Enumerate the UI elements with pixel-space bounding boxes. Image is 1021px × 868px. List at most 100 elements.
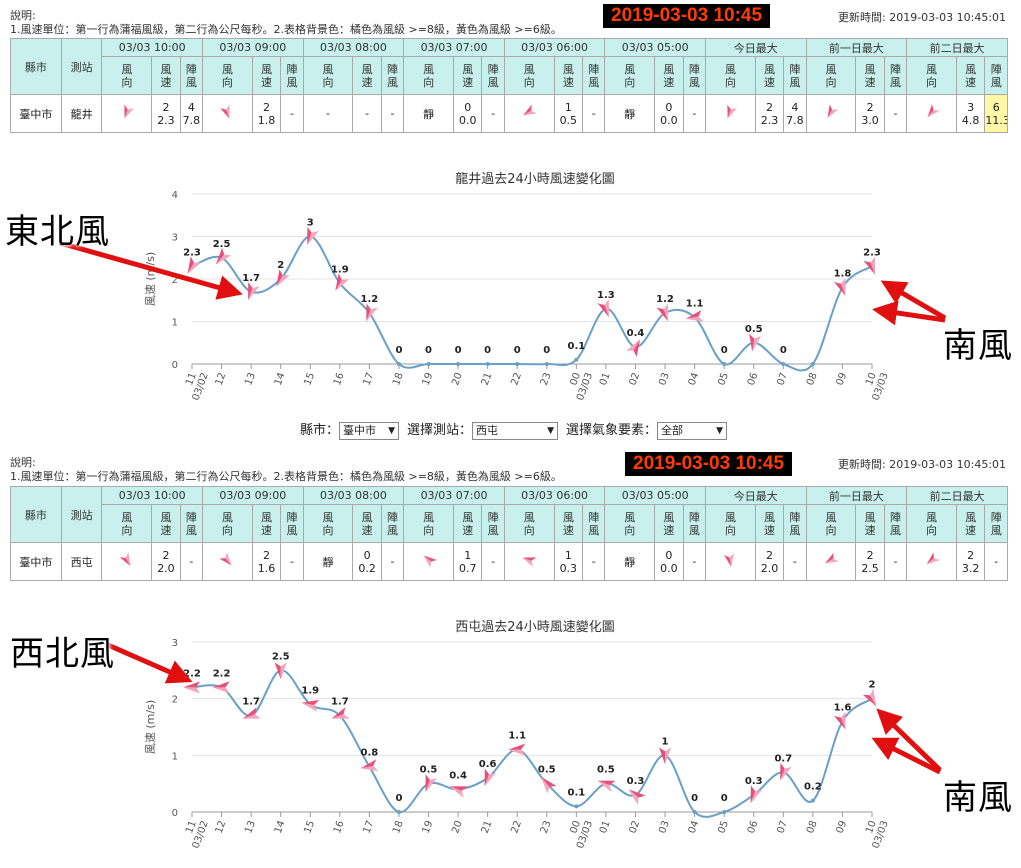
wind-direction-arrow-icon <box>834 711 846 730</box>
header-speed: 風速 <box>855 504 885 543</box>
station-select-label: 選擇測站： <box>407 423 473 438</box>
wind-direction-arrow-icon <box>722 104 738 120</box>
cell-direction <box>906 542 957 581</box>
header-gust: 陣風 <box>380 56 405 95</box>
data-label: 1.7 <box>242 273 260 284</box>
wind-direction-arrow-icon <box>863 256 876 275</box>
x-tick-label: 23 <box>539 371 554 387</box>
cell-direction <box>705 542 756 581</box>
header-dir: 風向 <box>604 504 656 543</box>
x-tick-label: 23 <box>539 819 554 835</box>
data-point <box>396 362 401 366</box>
data-label: 1.1 <box>686 298 704 309</box>
header-dir: 風向 <box>906 56 957 95</box>
x-tick-label: 16 <box>332 371 347 387</box>
x-tick-label: 15 <box>302 371 317 387</box>
data-point <box>544 362 549 366</box>
callout-south-wind-1: 南風 <box>943 326 1013 366</box>
header-gust: 陣風 <box>280 504 304 543</box>
wind-direction-arrow-icon <box>924 552 940 568</box>
data-label: 1.7 <box>242 697 260 708</box>
data-label: 0.5 <box>538 765 556 776</box>
cell-gust: - <box>682 542 707 581</box>
header-speed: 風速 <box>352 56 382 95</box>
wind-direction-arrow-icon <box>219 104 235 120</box>
header-gust: 陣風 <box>179 504 204 543</box>
x-tick-label: 22 <box>509 819 524 835</box>
x-tick-label: 14 <box>273 371 288 387</box>
cell-gust: - <box>380 94 405 133</box>
notes2-label: 說明: <box>10 456 36 469</box>
data-label: 1.9 <box>301 685 319 696</box>
cell-speed: 0 0.0 <box>654 94 684 133</box>
wind-direction-arrow-icon <box>215 247 232 265</box>
cell-gust: - <box>582 94 606 133</box>
header-gust: 陣風 <box>984 504 1008 543</box>
data-label: 0 <box>514 345 521 356</box>
wind-direction-arrow-icon <box>722 552 738 568</box>
header-group: 03/03 08:00 <box>302 486 405 505</box>
header-speed: 風速 <box>452 504 483 543</box>
wind-direction-arrow-icon <box>521 552 537 568</box>
element-select[interactable]: 全部 ▼ <box>657 421 728 440</box>
x-tick-label: 01 <box>598 371 613 387</box>
county-select[interactable]: 臺中市 ▼ <box>339 421 400 440</box>
data-label: 1.3 <box>597 290 615 301</box>
data-label: 0.5 <box>597 765 615 776</box>
x-tick-label: 06 <box>746 819 761 835</box>
cell-speed: 0 0.0 <box>452 94 483 133</box>
wind-direction-arrow-icon <box>656 303 669 322</box>
data-label: 0 <box>455 345 462 356</box>
header-speed: 風速 <box>151 56 181 95</box>
wind-table-xitun: 縣市 測站 03/03 10:00 03/03 09:00 03/03 08:00 03/… <box>10 486 1008 581</box>
wind-direction-arrow-icon <box>924 104 940 120</box>
cell-gust: 4 7.8 <box>783 94 807 133</box>
x-tick-label: 19 <box>421 819 436 835</box>
wind-direction-arrow-icon <box>119 104 135 120</box>
notes2-text: 1.風速單位：第一行為蒲福風級，第二行為公尺每秒。2.表格背景色：橘色為風級 >… <box>10 470 562 483</box>
cell-direction: - <box>302 94 354 133</box>
data-label: 2.3 <box>183 247 201 258</box>
cell-station: 西屯 <box>60 542 103 581</box>
x-tick-label: 21 <box>480 819 495 835</box>
x-tick-label: 17 <box>362 819 377 835</box>
cell-direction <box>503 94 555 133</box>
data-point <box>426 362 431 366</box>
wind-direction-arrow-icon <box>626 339 640 357</box>
notes-text: 1.風速單位：第一行為蒲福風級，第二行為公尺每秒。2.表格背景色：橘色為風級 >… <box>10 23 562 36</box>
wind-direction-arrow-icon <box>628 789 646 805</box>
data-label: 0.4 <box>449 770 467 781</box>
update-time-2: 更新時間: 2019-03-03 10:45:01 <box>838 458 1007 471</box>
x-tick-label: 00 <box>568 819 583 835</box>
wind-direction-arrow-icon <box>360 759 379 772</box>
data-label: 1.9 <box>331 264 349 275</box>
callout-northeast-wind: 東北風 <box>5 212 110 252</box>
x-tick-label: 06 <box>746 371 761 387</box>
x-tick-label: 05 <box>716 371 731 387</box>
header-gust: 陣風 <box>582 504 606 543</box>
station-select[interactable]: 西屯 ▼ <box>472 421 559 440</box>
wind-direction-arrow-icon <box>659 747 672 765</box>
data-label: 2.3 <box>863 247 881 258</box>
cell-direction <box>202 542 253 581</box>
header-dir: 風向 <box>202 504 253 543</box>
header-speed: 風速 <box>754 504 785 543</box>
wind-direction-arrow-icon <box>274 662 287 680</box>
data-label: 2.2 <box>213 668 231 679</box>
header-group: 前一日最大 <box>805 486 908 505</box>
cell-direction: 靜 <box>302 542 354 581</box>
cell-speed: 2 1.6 <box>251 542 282 581</box>
wind-direction-arrow-icon <box>823 104 839 120</box>
cell-speed: 1 0.5 <box>553 94 584 133</box>
wind-direction-arrow-icon <box>425 774 437 793</box>
header-gust: 陣風 <box>481 504 505 543</box>
cell-speed: 2 2.3 <box>151 94 181 133</box>
header-county: 縣市 <box>10 486 62 543</box>
cell-gust: - <box>179 542 204 581</box>
header-group: 03/03 07:00 <box>403 38 505 57</box>
x-tick-label: 17 <box>362 371 377 387</box>
data-point <box>781 362 786 366</box>
data-point <box>456 362 461 366</box>
y-axis-label: 風速 (m/s) <box>144 252 157 306</box>
cell-gust: - <box>682 94 707 133</box>
